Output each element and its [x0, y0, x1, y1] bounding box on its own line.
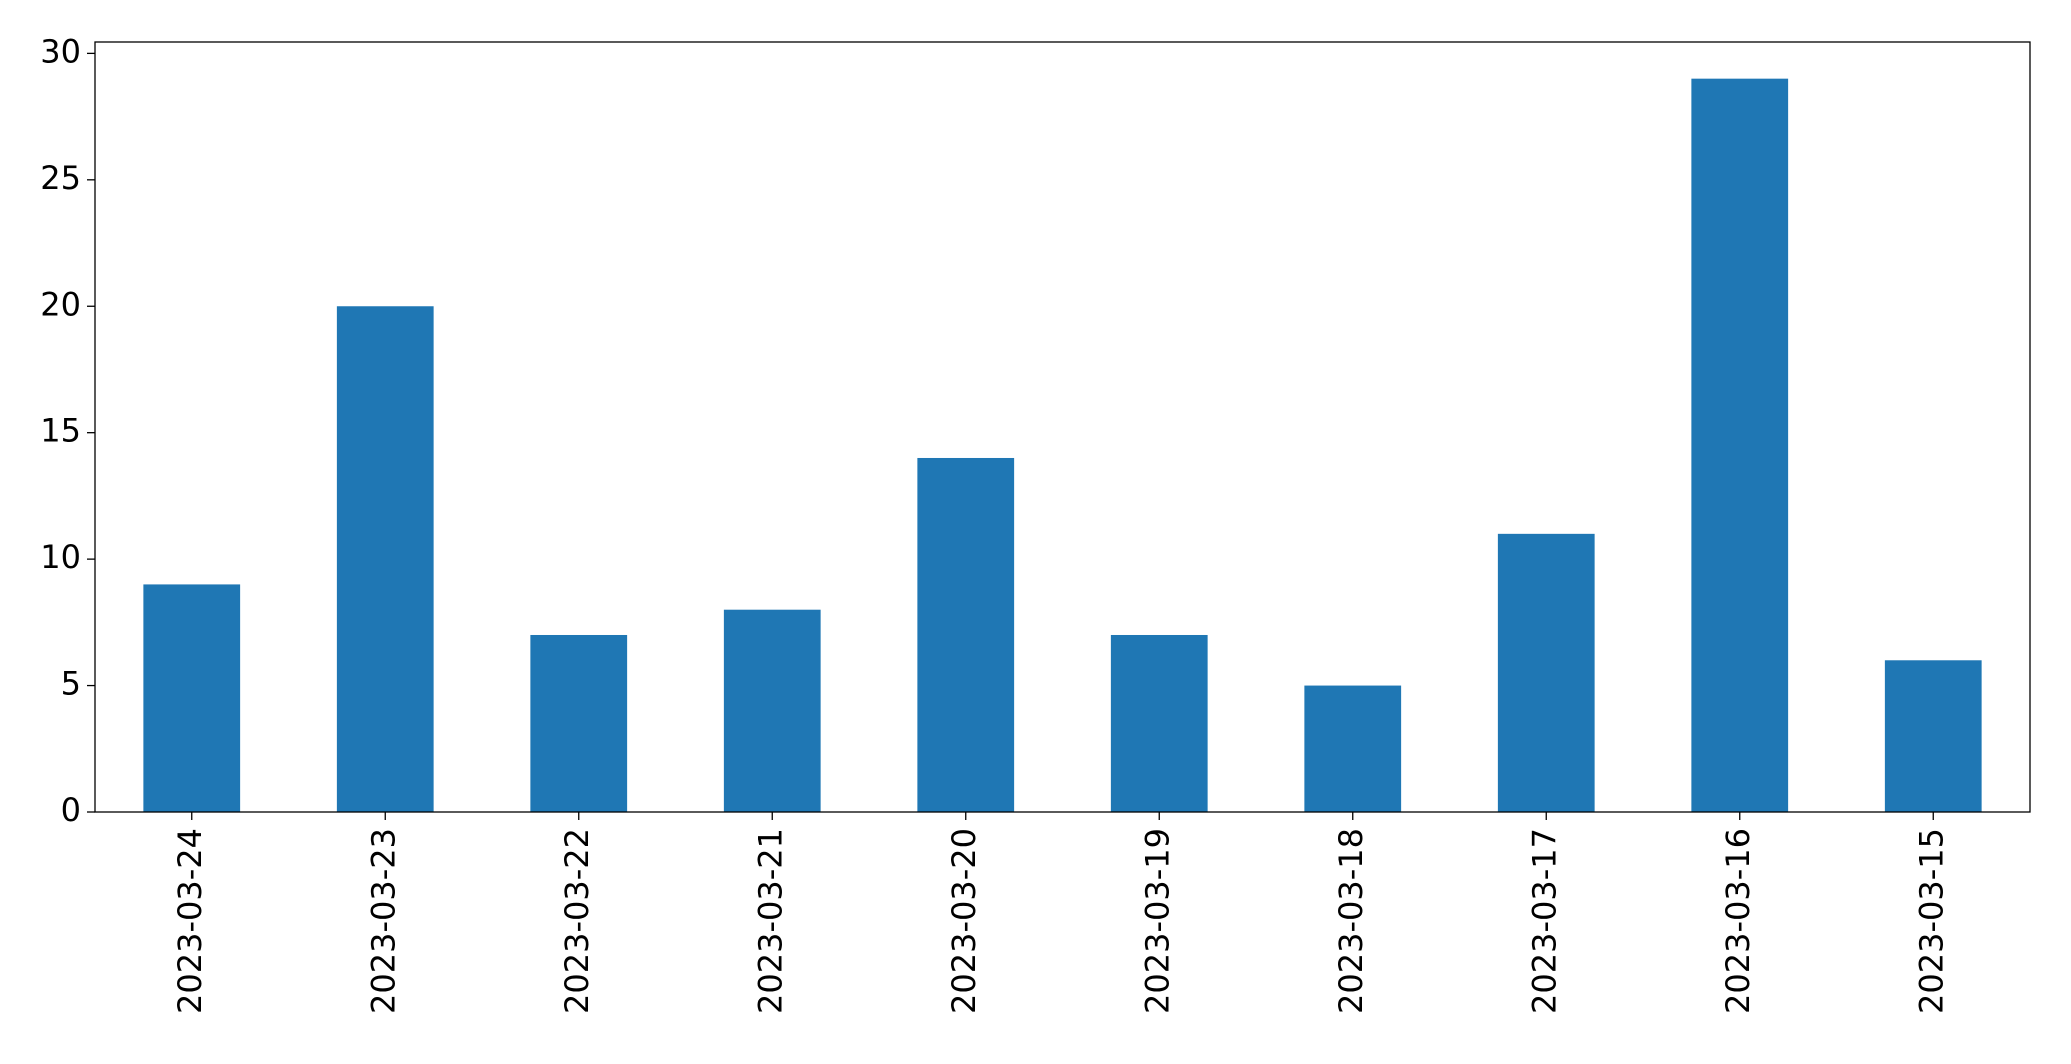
- y-tick-label: 0: [61, 791, 81, 829]
- x-tick-label: 2023-03-20: [945, 828, 983, 1014]
- bar: [1884, 660, 1982, 812]
- x-tick-label: 2023-03-19: [1138, 828, 1176, 1014]
- y-tick-label: 15: [40, 412, 81, 450]
- x-tick-label: 2023-03-18: [1332, 828, 1370, 1014]
- plot-frame: [94, 41, 2031, 813]
- bar: [1497, 533, 1595, 812]
- x-tick-label: 2023-03-23: [364, 828, 402, 1014]
- y-tick-label: 25: [40, 159, 81, 197]
- y-tick-label: 30: [40, 32, 81, 70]
- y-tick-label: 10: [40, 538, 81, 576]
- bar: [1304, 685, 1402, 812]
- bar: [1110, 634, 1208, 812]
- x-tick-label: 2023-03-16: [1719, 828, 1757, 1014]
- bar: [917, 457, 1015, 812]
- bar: [723, 609, 821, 812]
- bar: [1691, 78, 1789, 812]
- y-tick-label: 20: [40, 285, 81, 323]
- x-tick-label: 2023-03-22: [558, 828, 596, 1014]
- bar: [143, 584, 241, 812]
- x-tick-label: 2023-03-24: [171, 828, 209, 1014]
- x-tick-label: 2023-03-15: [1912, 828, 1950, 1014]
- bar: [530, 634, 628, 812]
- x-tick-label: 2023-03-17: [1525, 828, 1563, 1014]
- y-tick-label: 5: [61, 665, 81, 703]
- x-tick-label: 2023-03-21: [751, 828, 789, 1014]
- bar: [336, 306, 434, 812]
